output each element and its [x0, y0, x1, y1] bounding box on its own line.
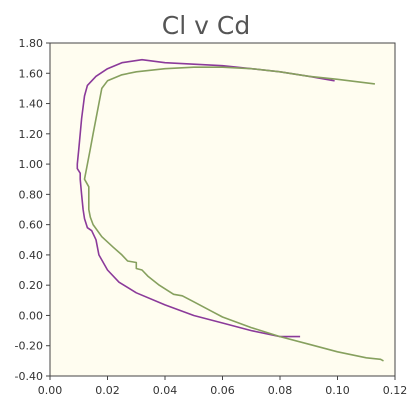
y-tick-label: 1.00 [19, 158, 44, 171]
y-tick-label: 0.20 [19, 279, 44, 292]
y-tick-label: 1.80 [19, 37, 44, 50]
x-tick-label: 0.04 [153, 384, 178, 397]
x-tick-label: 0.00 [38, 384, 63, 397]
x-tick-label: 0.08 [268, 384, 293, 397]
y-tick-label: 1.20 [19, 128, 44, 141]
y-tick-label: 0.00 [19, 309, 44, 322]
y-tick-label: -0.40 [15, 370, 43, 383]
series-line-2 [83, 66, 384, 362]
x-tick-label: 0.10 [325, 384, 350, 397]
plot-area [49, 42, 396, 377]
series-line-1 [76, 58, 335, 338]
y-tick-label: 0.60 [19, 219, 44, 232]
series-group [76, 58, 384, 362]
x-tick-label: 0.06 [210, 384, 235, 397]
x-tick-label: 0.12 [383, 384, 408, 397]
y-tick-label: 0.80 [19, 188, 44, 201]
chart-title: Cl v Cd [162, 11, 250, 40]
y-tick-label: -0.20 [15, 340, 43, 353]
y-tick-label: 1.40 [19, 98, 44, 111]
y-tick-label: 1.60 [19, 67, 44, 80]
x-tick-label: 0.02 [95, 384, 120, 397]
y-tick-label: 0.40 [19, 249, 44, 262]
axis-ticks: 0.00 0.02 0.04 0.06 0.08 0.10 0.12 1.80 1.60 1.40… [15, 37, 408, 397]
